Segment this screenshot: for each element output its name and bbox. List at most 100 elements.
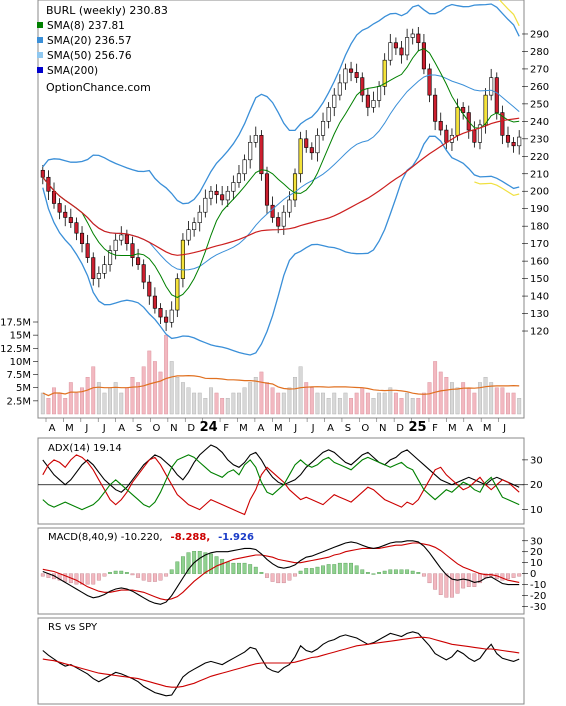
macd-line	[42, 540, 520, 605]
volume-bar	[74, 392, 79, 415]
volume-bar	[270, 387, 275, 415]
volume-tick-label: 5M	[16, 383, 31, 394]
volume-bar	[405, 392, 410, 415]
x-tick-label: O	[361, 423, 369, 434]
x-tick-label: J	[502, 423, 506, 434]
volume-bar	[124, 387, 129, 415]
volume-bar	[242, 387, 247, 415]
legend-swatch	[37, 37, 43, 43]
volume-bar	[96, 382, 101, 415]
candle	[147, 281, 152, 297]
macd-histogram-bar	[209, 553, 213, 574]
legend-entry: SMA(50) 256.76	[47, 50, 132, 62]
price-candles	[40, 26, 522, 332]
legend-swatch	[37, 52, 43, 58]
projected-lower-band	[474, 181, 520, 197]
candle	[248, 142, 253, 161]
volume-bar	[343, 392, 348, 415]
macd-histogram-bar	[517, 573, 522, 577]
macd-histogram-bar	[354, 565, 359, 574]
candle	[421, 42, 426, 70]
volume-bar	[281, 392, 286, 415]
volume-bar	[421, 392, 426, 415]
candle	[365, 94, 370, 108]
macd-histogram-bar	[169, 569, 174, 574]
x-tick-label: 24	[200, 420, 218, 435]
macd-histogram-bar	[175, 561, 180, 574]
volume-bar	[461, 382, 466, 415]
volume-bar	[455, 387, 460, 415]
volume-bar	[186, 387, 191, 415]
candle	[337, 82, 342, 96]
candle	[377, 86, 382, 101]
x-tick-label: N	[170, 423, 177, 434]
volume-bar	[108, 387, 112, 415]
volume-bar	[472, 392, 477, 415]
macd-histogram-bar	[349, 562, 353, 574]
candle	[79, 232, 85, 244]
price-tick-label: 140	[530, 292, 549, 303]
candle	[158, 308, 163, 318]
candle	[130, 243, 135, 258]
candle	[349, 68, 354, 73]
candle	[438, 121, 443, 131]
candle	[517, 136, 522, 147]
x-tick-label: A	[257, 423, 264, 434]
rs-series-line	[42, 636, 520, 688]
candle	[180, 239, 185, 279]
volume-bar	[326, 398, 331, 415]
candle	[332, 94, 337, 108]
macd-histogram-bar	[141, 573, 146, 581]
macd-histogram-bar	[433, 573, 438, 590]
candle	[489, 77, 494, 96]
macd-tick-label: -20	[530, 591, 546, 602]
candle	[505, 135, 511, 143]
candle	[416, 33, 421, 44]
macd-tick-label: 30	[530, 536, 543, 547]
candle	[96, 273, 101, 279]
macd-tick-label: -30	[530, 602, 546, 613]
macd-histogram-bar	[164, 573, 169, 577]
adx-series-line	[42, 454, 520, 511]
macd-histogram-bar	[511, 573, 516, 578]
volume-bar	[304, 382, 309, 415]
x-tick-label: M	[483, 423, 492, 434]
rs-panel	[42, 631, 520, 697]
macd-histogram-bar	[371, 573, 376, 575]
price-tick-label: 260	[530, 82, 549, 93]
macd-hist-value: -1.926	[218, 532, 254, 543]
price-tick-label: 120	[530, 327, 549, 338]
macd-histogram-bar	[85, 573, 90, 585]
macd-histogram-bar	[321, 565, 325, 574]
macd-signal-line	[42, 542, 520, 601]
candle	[483, 94, 488, 126]
volume-bar	[40, 392, 45, 415]
volume-bar	[214, 392, 219, 415]
volume-bar	[276, 392, 281, 415]
candle	[197, 211, 202, 223]
watermark: OptionChance.com	[46, 81, 151, 94]
macd-histogram-bar	[377, 572, 382, 574]
candle	[220, 194, 225, 201]
volume-bar	[309, 387, 314, 415]
macd-title: MACD(8,40,9) -10.220, -8.288, -1.926	[48, 532, 254, 543]
candle	[136, 257, 141, 265]
macd-histogram-bar	[220, 558, 225, 574]
price-tick-label: 210	[530, 169, 549, 180]
macd-histogram-bar	[438, 573, 443, 595]
macd-histogram-bar	[421, 573, 426, 577]
volume-bar	[80, 387, 84, 415]
volume-bar	[332, 392, 337, 415]
macd-histogram-bar	[265, 573, 269, 578]
volume-bar	[360, 387, 365, 415]
candle	[433, 94, 438, 122]
macd-histogram-bar	[237, 562, 241, 574]
candle	[326, 107, 331, 122]
volume-bar	[130, 377, 135, 415]
candle	[444, 129, 449, 143]
macd-histogram-bar	[74, 573, 79, 585]
macd-histogram-bar	[472, 573, 477, 587]
macd-tick-label: 0	[530, 569, 536, 580]
price-tick-label: 190	[530, 204, 549, 215]
price-panel-frame	[37, 0, 525, 419]
